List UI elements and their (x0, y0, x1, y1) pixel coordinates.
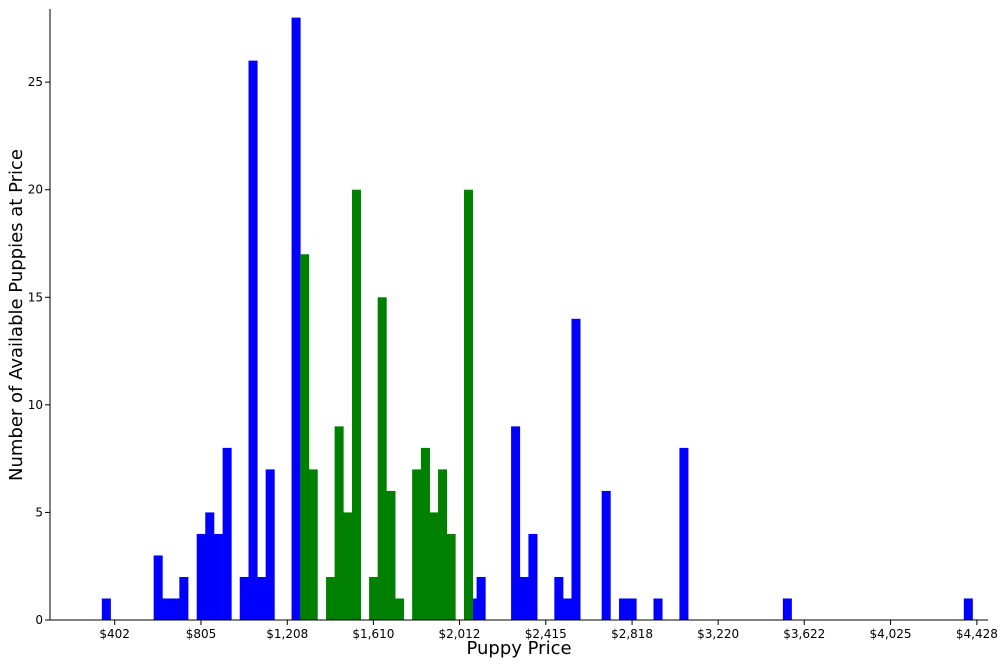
bar-series0-bin19 (554, 576, 564, 620)
bar-series0-bin13 (291, 17, 301, 620)
bar-series1-bin12 (429, 512, 439, 620)
bar-series1-bin13 (438, 469, 448, 620)
bar-series1-bin6 (369, 576, 379, 620)
bar-series1-bin7 (377, 297, 387, 620)
bar-series0-bin12 (265, 469, 275, 620)
bar-series0-bin3 (170, 598, 180, 620)
bar-series0-bin16 (511, 426, 521, 620)
y-tick-label-1: 5 (35, 505, 43, 519)
y-tick-label-0: 0 (35, 613, 43, 627)
bar-series0-bin25 (653, 598, 663, 620)
bar-series0-bin27 (782, 598, 792, 620)
bar-series0-bin17 (519, 576, 529, 620)
x-tick-label-0: $402 (99, 627, 130, 641)
bar-series1-bin4 (343, 512, 353, 620)
bar-series1-bin10 (412, 469, 422, 620)
x-tick-label-2: $1,208 (266, 627, 308, 641)
y-tick-label-3: 15 (28, 290, 43, 304)
bar-series0-bin28 (963, 598, 973, 620)
bar-series0-bin21 (571, 318, 581, 620)
bar-series1-bin1 (308, 469, 318, 620)
bar-series0-bin2 (162, 598, 172, 620)
bar-series1-bin8 (386, 490, 396, 620)
bar-series0-bin26 (679, 447, 689, 620)
bar-series1-bin5 (351, 189, 361, 620)
x-tick-label-7: $3,220 (697, 627, 739, 641)
bar-series0-bin11 (257, 576, 267, 620)
y-axis-title: Number of Available Puppies at Price (6, 149, 27, 481)
bar-series0-bin22 (601, 490, 611, 620)
x-tick-label-6: $2,818 (611, 627, 653, 641)
bar-series0-bin6 (205, 512, 215, 620)
bar-series0-bin1 (153, 555, 163, 620)
bar-series0-bin23 (619, 598, 629, 620)
bar-series0-bin18 (528, 533, 538, 620)
bar-series0-bin7 (213, 533, 223, 620)
bar-series0-bin9 (239, 576, 249, 620)
x-axis-title: Puppy Price (466, 638, 571, 659)
bar-series1-bin9 (395, 598, 405, 620)
bar-series1-bin14 (446, 533, 456, 620)
y-tick-label-4: 20 (28, 183, 43, 197)
x-tick-label-3: $1,610 (352, 627, 394, 641)
bar-series0-bin10 (248, 60, 258, 621)
x-tick-label-1: $805 (186, 627, 217, 641)
bar-series0-bin20 (562, 598, 572, 620)
bar-series0-bin0 (101, 598, 111, 620)
bar-series0-bin8 (222, 447, 232, 620)
y-axis-ticks: 0 5 10 15 20 25 (28, 75, 50, 627)
bar-series0-bin15 (476, 576, 486, 620)
bars-group (101, 17, 973, 621)
bar-series0-bin5 (196, 533, 206, 620)
x-tick-label-4: $2,012 (438, 627, 480, 641)
x-tick-label-9: $4,025 (870, 627, 912, 641)
bar-series1-bin11 (420, 447, 430, 620)
x-tick-label-8: $3,622 (783, 627, 825, 641)
bar-series1-bin0 (300, 254, 310, 620)
x-tick-label-10: $4,428 (956, 627, 998, 641)
bar-series0-bin4 (179, 576, 189, 620)
x-axis-ticks: $402 $805 $1,208 $1,610 $2,012 $2,415 $2,818 $3… (99, 620, 998, 641)
bar-series1-bin15 (463, 189, 473, 620)
bar-series1-bin2 (326, 576, 336, 620)
y-tick-label-2: 10 (28, 398, 43, 412)
bar-series1-bin3 (334, 426, 344, 620)
x-tick-label-5: $2,415 (525, 627, 567, 641)
y-tick-label-5: 25 (28, 75, 43, 89)
bar-series0-bin24 (627, 598, 637, 620)
